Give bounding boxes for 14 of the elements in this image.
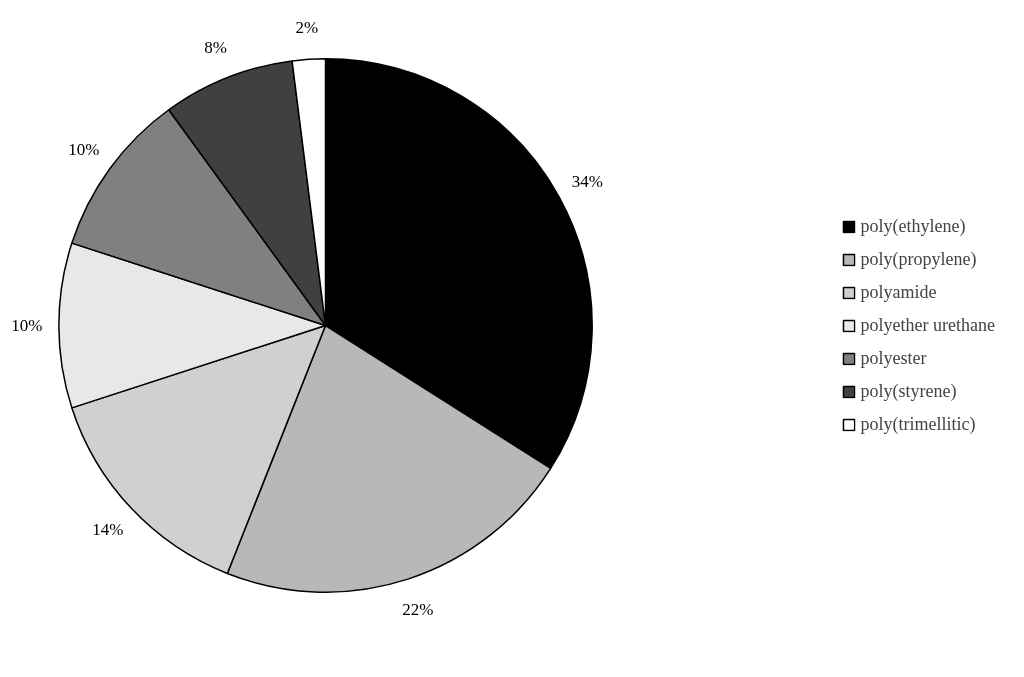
legend-label: polyester — [860, 347, 927, 369]
legend-label: poly(propylene) — [860, 248, 977, 270]
data-label: 8% — [204, 38, 227, 58]
data-label: 10% — [68, 140, 100, 160]
legend-label: poly(trimellitic) — [860, 413, 976, 435]
legend-label: poly(styrene) — [860, 380, 957, 402]
data-label: 10% — [11, 316, 43, 335]
data-label: 34% — [571, 172, 603, 192]
legend-label: polyether urethane — [860, 314, 995, 336]
legend-label: polyamide — [860, 281, 937, 303]
legend-label: poly(ethylene) — [860, 215, 966, 237]
data-label: 22% — [402, 600, 434, 620]
data-label: 2% — [295, 17, 319, 37]
data-label: 14% — [92, 520, 124, 540]
